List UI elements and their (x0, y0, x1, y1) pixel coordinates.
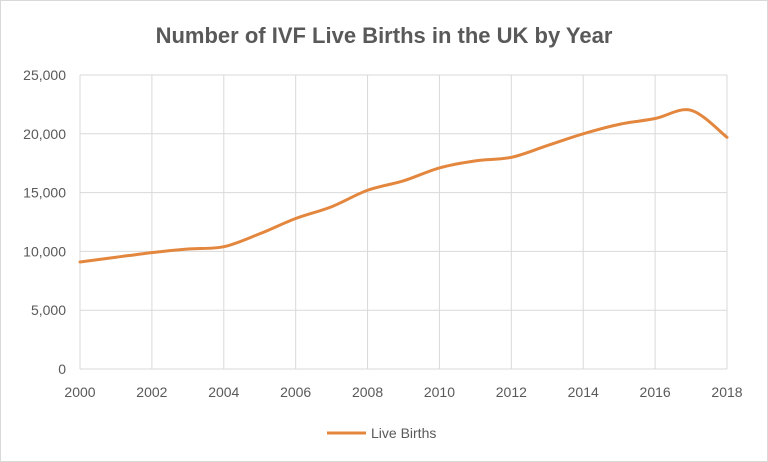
y-tick-label: 5,000 (31, 302, 66, 318)
x-tick-label: 2016 (640, 384, 671, 400)
x-tick-label: 2002 (136, 384, 167, 400)
x-tick-label: 2012 (496, 384, 527, 400)
series-line-live-births (78, 108, 729, 264)
x-tick-label: 2010 (424, 384, 455, 400)
x-tick-label: 2014 (568, 384, 599, 400)
chart-title: Number of IVF Live Births in the UK by Y… (156, 23, 613, 48)
y-tick-label: 0 (58, 361, 66, 377)
x-tick-label: 2008 (352, 384, 383, 400)
legend: Live Births (327, 425, 436, 441)
y-tick-label: 25,000 (23, 67, 66, 83)
x-tick-label: 2006 (280, 384, 311, 400)
y-tick-label: 20,000 (23, 126, 66, 142)
y-tick-label: 15,000 (23, 185, 66, 201)
y-tick-label: 10,000 (23, 243, 66, 259)
legend-label: Live Births (371, 425, 436, 441)
x-tick-label: 2004 (208, 384, 239, 400)
x-tick-label: 2018 (711, 384, 742, 400)
x-tick-label: 2000 (64, 384, 95, 400)
